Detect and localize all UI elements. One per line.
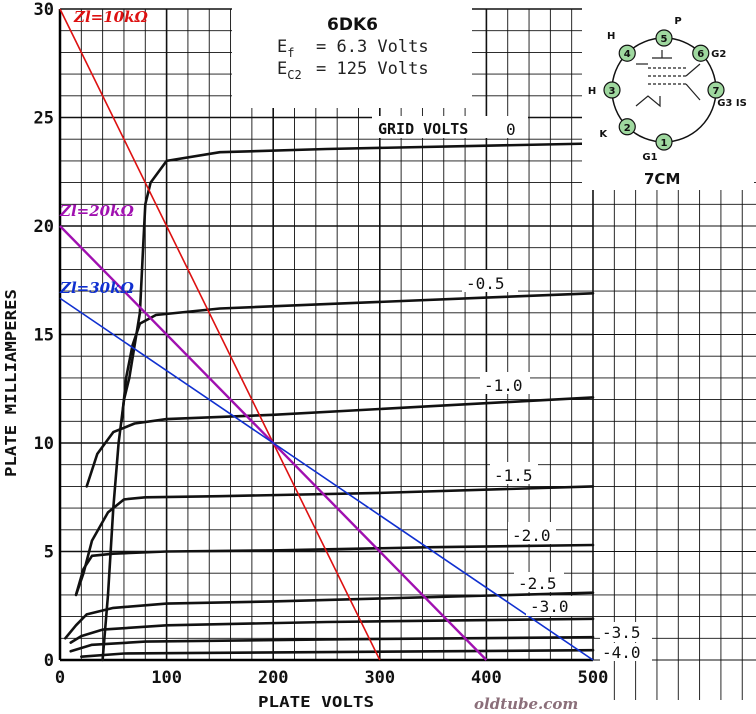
curve-grid-neg2-0 — [74, 543, 595, 597]
curve-label-neg0-5: -0.5 — [466, 274, 505, 293]
y-axis-label: PLATE MILLIAMPERES — [2, 289, 20, 477]
curve-grid-neg3-5 — [69, 635, 595, 653]
curve-label-neg3-5: -3.5 — [602, 623, 641, 642]
curve-labels: GRID VOLTS 0 -0.5 -1.0 -1.5 -2.0 -2.5 -3… — [372, 116, 652, 662]
curve-label-neg2-5: -2.5 — [518, 574, 557, 593]
tube-info-box: 6DK6 Ef = 6.3 Volts EC2 = 125 Volts — [232, 4, 472, 108]
load-lines — [59, 8, 594, 661]
ef-label: Ef — [277, 37, 294, 60]
ef-value: = 6.3 Volts — [316, 37, 429, 57]
pin-4-number: 4 — [624, 49, 631, 60]
grid-volts-label: GRID VOLTS — [378, 120, 468, 138]
watermark: oldtube.com — [474, 695, 578, 713]
x-tick-label: 200 — [258, 668, 289, 688]
pin-5-circle — [655, 29, 673, 47]
y-tick-label: 30 — [34, 0, 54, 20]
pin-6-label: G2 — [711, 49, 726, 60]
x-tick-label: 300 — [364, 668, 395, 688]
x-axis-label: PLATE VOLTS — [258, 693, 374, 711]
pin-3-circle — [603, 81, 621, 99]
curve-grid-0 — [101, 142, 595, 662]
basing-code: 7CM — [644, 170, 680, 188]
pin-1-label: G1 — [642, 152, 657, 163]
x-tick-label: 100 — [151, 668, 182, 688]
pin-2-label: K — [599, 129, 608, 140]
curve-grid-neg3-0 — [69, 617, 595, 644]
y-tick-label: 10 — [34, 434, 54, 454]
curve-grid-neg0-5 — [120, 291, 595, 423]
x-tick-label: 400 — [471, 668, 502, 688]
pin-1-circle — [655, 133, 673, 151]
ec2-value: = 125 Volts — [316, 59, 429, 79]
pin-6-number: 6 — [697, 49, 704, 60]
tube-name: 6DK6 — [327, 15, 378, 35]
curve-label-0: 0 — [506, 120, 516, 139]
x-tick-label: 500 — [578, 668, 609, 688]
grid-voltage-curves — [64, 142, 595, 662]
pin-7-number: 7 — [713, 86, 720, 97]
curve-label-neg2-0: -2.0 — [512, 526, 551, 545]
tick-labels: 0 100 200 300 400 500 0 5 10 15 20 25 30 — [34, 0, 609, 688]
pin-4-label: H — [607, 31, 615, 42]
curve-label-neg3-0: -3.0 — [530, 597, 569, 616]
x-tick-label: 0 — [55, 668, 65, 688]
y-tick-label: 25 — [34, 109, 54, 129]
y-tick-label: 20 — [34, 217, 54, 237]
load-line-label-30k: Zl=30kΩ — [59, 279, 134, 297]
pin-5-label: P — [674, 16, 681, 27]
tube-electrodes-icon — [635, 50, 701, 108]
pin-2-circle — [618, 118, 636, 136]
pin-7-label: G3 IS — [717, 98, 747, 109]
pin-2-number: 2 — [624, 123, 631, 134]
ec2-label: EC2 — [277, 59, 302, 82]
y-tick-label: 15 — [34, 326, 54, 346]
curve-grid-neg2-5 — [64, 591, 595, 640]
y-tick-label: 0 — [44, 651, 54, 671]
curve-label-neg1-5: -1.5 — [494, 466, 533, 485]
load-line — [59, 297, 594, 661]
pin-1-number: 1 — [661, 138, 668, 149]
pin-6-circle — [692, 44, 710, 62]
pin-3-label: H — [588, 86, 596, 97]
load-line-label-10k: Zl=10kΩ — [73, 8, 148, 26]
pin-3-number: 3 — [609, 86, 616, 97]
load-line-label-20k: Zl=20kΩ — [59, 202, 134, 220]
axes — [58, 9, 593, 662]
load-line — [59, 8, 381, 661]
curve-label-neg4-0: -4.0 — [602, 643, 641, 662]
pin-7-circle — [707, 81, 725, 99]
pin-5-number: 5 — [661, 34, 668, 45]
curve-grid-neg4-0 — [80, 648, 595, 659]
curve-label-neg1-0: -1.0 — [484, 376, 523, 395]
y-tick-label: 5 — [44, 543, 54, 563]
curve-grid-neg1-0 — [85, 396, 595, 488]
pin-4-circle — [618, 44, 636, 62]
